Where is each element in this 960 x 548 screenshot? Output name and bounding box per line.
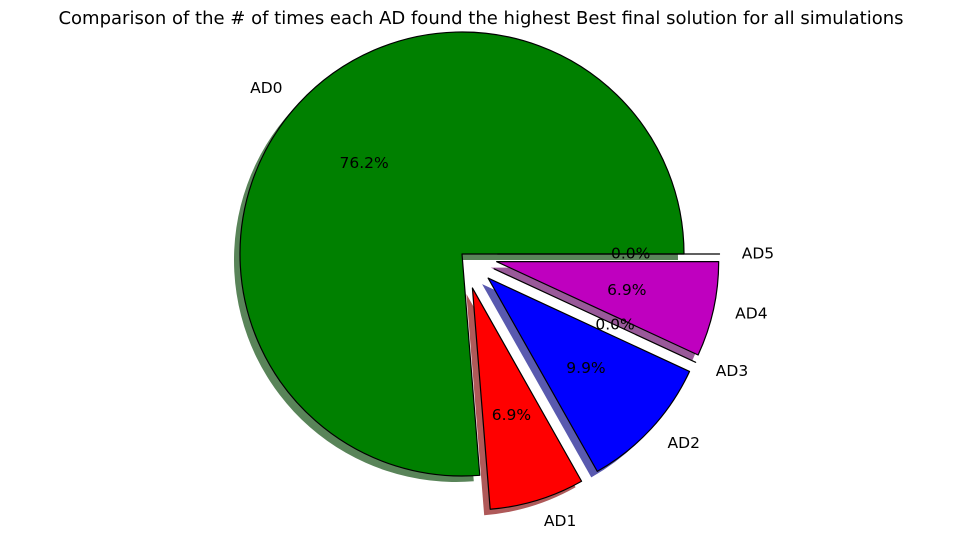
percent-label-ad1: 6.9% [492, 406, 531, 424]
slice-labels: AD0 AD1 AD2 AD3 AD4 AD5 [250, 79, 774, 530]
percent-label-ad3: 0.0% [595, 315, 634, 333]
slice-ad1 [471, 287, 583, 510]
slice-ad0 [239, 31, 685, 477]
percent-label-ad4: 6.9% [607, 281, 646, 299]
percent-label-ad0: 76.2% [339, 154, 388, 172]
slice-label-ad0: AD0 [250, 79, 282, 97]
slice-label-ad5: AD5 [742, 245, 774, 263]
slice-label-ad2: AD2 [668, 434, 700, 452]
percent-label-ad5: 0.0% [611, 245, 650, 263]
slice-shadow-ad3 [488, 274, 690, 369]
percent-labels: 76.2% 6.9% 9.9% 0.0% 6.9% 0.0% [339, 154, 650, 424]
pie-slices [239, 31, 721, 510]
slice-ad4 [496, 261, 720, 356]
chart-title: Comparison of the # of times each AD fou… [58, 8, 903, 29]
slice-ad2 [487, 277, 691, 472]
percent-label-ad2: 9.9% [566, 359, 605, 377]
slice-label-ad1: AD1 [544, 512, 576, 530]
slice-label-ad3: AD3 [716, 362, 748, 380]
slice-ad3 [493, 268, 697, 363]
slice-label-ad4: AD4 [735, 305, 767, 323]
